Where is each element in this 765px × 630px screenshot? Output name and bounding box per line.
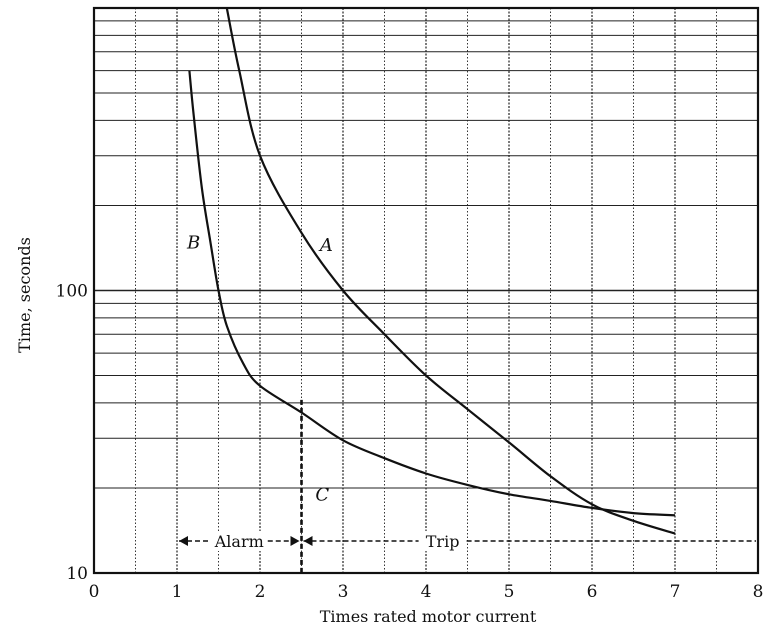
region-label-alarm: Alarm <box>214 532 264 551</box>
arrowhead-right <box>290 536 300 546</box>
region-label-trip: Trip <box>426 532 460 551</box>
region-label-bg <box>210 531 268 551</box>
x-tick-label: 3 <box>338 582 349 602</box>
annotations-group: A B C <box>186 232 333 505</box>
x-tick-label: 4 <box>421 582 432 602</box>
series-line-a <box>225 7 676 535</box>
x-tick-label: 6 <box>587 582 598 602</box>
x-tick-label: 8 <box>753 582 764 602</box>
x-tick-label: 5 <box>504 582 515 602</box>
x-tick-label: 1 <box>172 582 183 602</box>
y-axis-title: Time, seconds <box>15 237 34 353</box>
arrowhead-left <box>179 536 188 546</box>
grid <box>93 8 759 573</box>
y-tick-label: 10 <box>66 564 88 584</box>
y-tick-label: 100 <box>56 282 88 302</box>
regions-group: Alarm Trip <box>179 531 756 551</box>
region-label-bg <box>418 531 467 551</box>
curve-label-a: A <box>318 235 333 256</box>
plot-border <box>92 6 760 575</box>
curve-label-c: C <box>315 484 329 505</box>
x-axis-title: Times rated motor current <box>320 607 537 626</box>
plot-frame <box>92 6 760 575</box>
x-tick-labels: 0 1 2 3 4 5 6 7 8 <box>89 582 764 602</box>
series-line-b <box>188 70 676 517</box>
arrowhead-left <box>303 536 313 546</box>
curve-label-b: B <box>186 232 200 253</box>
series-group <box>188 7 676 535</box>
y-tick-labels: 10 100 <box>56 282 88 585</box>
x-tick-label: 2 <box>255 582 266 602</box>
x-tick-label: 0 <box>89 582 100 602</box>
x-tick-label: 7 <box>670 582 681 602</box>
